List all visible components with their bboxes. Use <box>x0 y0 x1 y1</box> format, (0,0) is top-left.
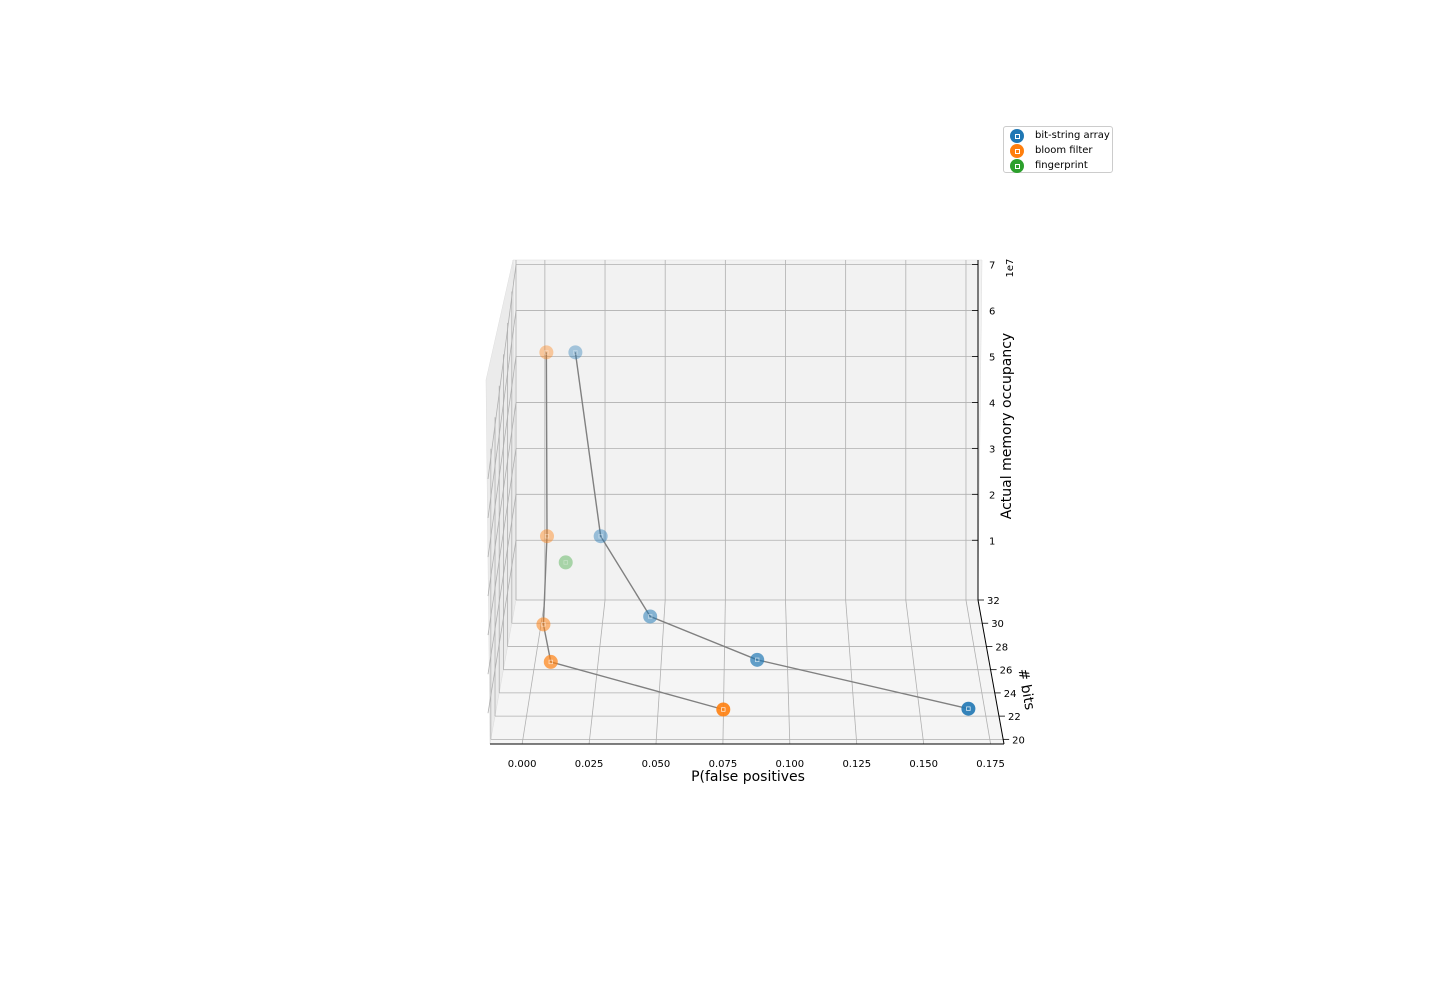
data-point-glyph <box>755 657 760 662</box>
y-tick-label: 30 <box>991 619 1004 630</box>
y-tick-label: 28 <box>995 642 1008 653</box>
data-point-marker <box>543 654 558 669</box>
data-point-glyph <box>573 350 578 355</box>
x-tick-label: 0.025 <box>575 759 604 770</box>
data-point-glyph <box>966 706 971 711</box>
legend-label: bit-string array <box>1035 130 1110 141</box>
data-points <box>536 345 976 717</box>
data-point <box>593 529 608 544</box>
y-tick-label: 24 <box>1004 689 1017 700</box>
data-point-glyph <box>563 560 568 565</box>
x-grid-line <box>845 599 858 745</box>
data-point-marker <box>961 701 976 716</box>
z-tick-label: 7 <box>989 261 995 272</box>
z-tick-label: 2 <box>989 490 995 501</box>
back-pane <box>512 259 983 601</box>
x-tick-label: 0.075 <box>709 759 738 770</box>
grid-lines <box>487 260 1004 745</box>
data-point-marker <box>568 345 583 360</box>
data-point-glyph <box>548 659 553 665</box>
data-point-marker <box>558 555 573 570</box>
z-tick-label: 6 <box>989 307 995 318</box>
data-point <box>750 652 765 667</box>
y-axis-label: # bits <box>1014 667 1037 711</box>
y-tick-label: 20 <box>1012 735 1025 746</box>
axes-lines <box>490 260 1010 745</box>
data-point-glyph <box>598 534 603 539</box>
legend-marker-icon <box>1010 143 1024 158</box>
axis-panes <box>485 259 1005 745</box>
y-tick-label: 26 <box>1000 666 1013 677</box>
x-tick-label: 0.100 <box>776 759 805 770</box>
x-tick-label: 0.150 <box>909 759 938 770</box>
data-point-marker <box>540 529 555 544</box>
z-grid-line <box>487 310 517 519</box>
z-tick-label: 1 <box>989 536 995 547</box>
x-axis-label: P(false positives <box>691 769 805 785</box>
x-tick-label: 0.050 <box>642 759 671 770</box>
y-axis-line <box>977 599 1005 745</box>
x-grid-line <box>905 599 925 745</box>
legend-marker-icon <box>1010 158 1024 173</box>
data-point <box>536 617 551 632</box>
data-point <box>961 701 976 716</box>
data-point <box>543 654 558 669</box>
z-tick-label: 3 <box>989 444 995 455</box>
y-tick-label: 22 <box>1008 712 1021 723</box>
floor-pane <box>489 599 1005 745</box>
data-point-marker <box>539 345 554 360</box>
data-point <box>716 702 731 717</box>
x-tick-label: 0.000 <box>508 759 537 770</box>
legend-label: bloom filter <box>1035 145 1093 156</box>
z-grid-line <box>487 448 517 636</box>
data-point-glyph <box>544 534 550 539</box>
legend-item-bloom-filter: bloom filter <box>1010 143 1093 158</box>
legend: bit-string array bloom filter fingerprin… <box>1003 126 1113 173</box>
z-axis-label: Actual memory occupancy <box>999 333 1015 519</box>
x-tick-label: 0.125 <box>842 759 871 770</box>
x-grid-line <box>965 599 992 745</box>
z-grid-line <box>487 494 517 675</box>
data-point-marker <box>536 617 551 632</box>
x-tick-label: 0.175 <box>976 759 1005 770</box>
data-point-glyph <box>648 614 653 619</box>
data-point-marker <box>593 529 608 544</box>
y-tick-label: 32 <box>987 596 1000 607</box>
legend-item-bit-string-array: bit-string array <box>1010 128 1110 143</box>
data-point-glyph <box>544 350 549 355</box>
z-grid-line <box>487 402 517 597</box>
z-grid-line <box>487 356 517 558</box>
x-grid-line <box>722 599 726 745</box>
x-grid-line <box>588 599 606 745</box>
data-point-glyph <box>721 707 726 712</box>
z-grid-line <box>487 540 517 714</box>
z-grid-line <box>487 264 517 479</box>
legend-item-fingerprint: fingerprint <box>1010 158 1088 173</box>
tick-labels: 0.000 0.025 0.050 0.075 0.100 0.125 0.150 0.175… <box>508 261 1025 770</box>
z-offset-label: 1e7 <box>1005 259 1016 278</box>
data-point <box>558 555 573 570</box>
x-grid-line <box>785 599 791 745</box>
z-tick-label: 5 <box>989 352 995 363</box>
data-point-marker <box>716 702 731 717</box>
data-point <box>540 529 555 544</box>
data-point-marker <box>750 652 765 667</box>
data-point <box>568 345 583 360</box>
z-tick-label: 4 <box>989 398 995 409</box>
data-point-glyph <box>541 622 546 627</box>
data-point <box>643 609 658 624</box>
x-grid-line <box>655 599 666 745</box>
legend-label: fingerprint <box>1035 160 1088 171</box>
data-point <box>539 345 554 360</box>
legend-marker-icon <box>1010 128 1024 143</box>
data-point-marker <box>643 609 658 624</box>
